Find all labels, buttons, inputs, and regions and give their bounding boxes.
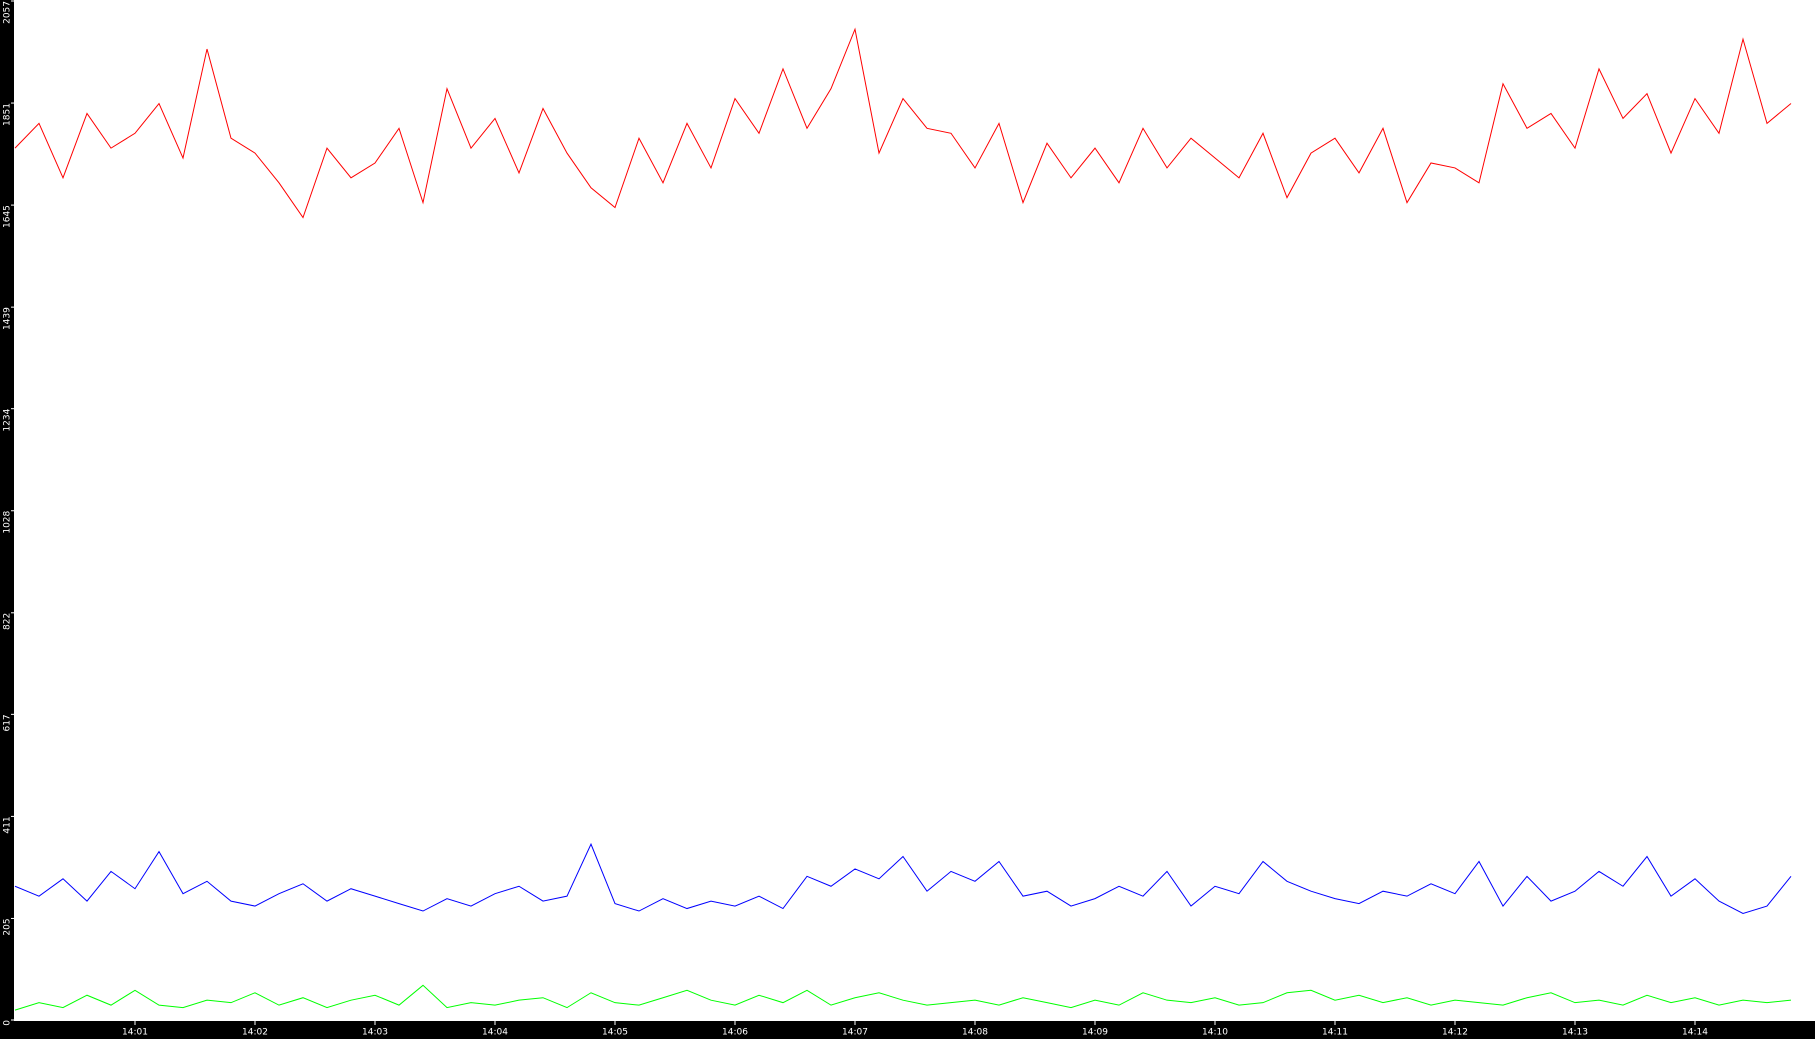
x-tick-label: 14:06 (722, 1028, 748, 1038)
y-tick-label: 1851 (3, 103, 13, 126)
x-tick-label: 14:14 (1682, 1028, 1708, 1038)
y-tick-label: 822 (3, 613, 13, 630)
x-tick-label: 14:05 (602, 1028, 628, 1038)
x-tick-label: 14:13 (1562, 1028, 1588, 1038)
x-tick-label: 14:02 (242, 1028, 268, 1038)
series-line (14, 842, 1792, 915)
y-tick-label: 1234 (3, 408, 13, 431)
y-tick-label: 1028 (3, 510, 13, 533)
x-tick-label: 14:10 (1202, 1028, 1228, 1038)
y-tick-label: 1439 (3, 307, 13, 330)
x-tick-label: 14:09 (1082, 1028, 1108, 1038)
series-line (14, 984, 1792, 1011)
series-line (14, 27, 1792, 219)
y-tick-label: 205 (3, 918, 13, 935)
x-tick-label: 14:11 (1322, 1028, 1348, 1038)
x-tick-label: 14:12 (1442, 1028, 1468, 1038)
y-tick-label: 1645 (3, 205, 13, 228)
x-tick-label: 14:03 (362, 1028, 388, 1038)
y-tick-label: 0 (3, 1020, 13, 1026)
x-tick-label: 14:07 (842, 1028, 868, 1038)
y-axis-strip (0, 0, 14, 1039)
x-tick-label: 14:08 (962, 1028, 988, 1038)
x-tick-label: 14:01 (122, 1028, 148, 1038)
x-tick-label: 14:04 (482, 1028, 508, 1038)
y-tick-label: 2057 (3, 1, 13, 24)
y-tick-label: 617 (3, 714, 13, 731)
x-axis-strip (0, 1021, 1815, 1039)
y-tick-label: 411 (3, 816, 13, 833)
